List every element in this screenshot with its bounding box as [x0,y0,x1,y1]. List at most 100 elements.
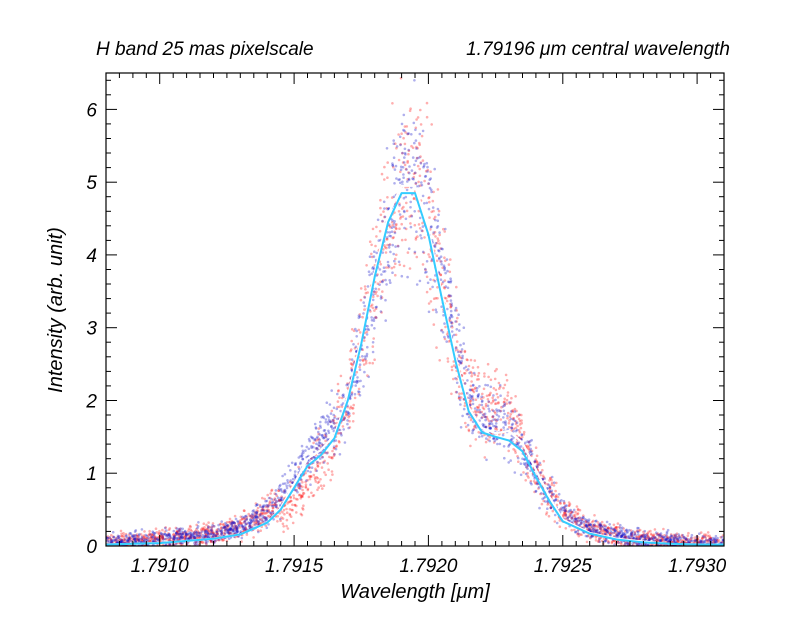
scatter-point [109,537,113,541]
scatter-point [713,541,717,544]
scatter-point [236,519,239,523]
scatter-point [646,532,649,536]
scatter-point [419,184,422,187]
scatter-point [362,339,366,342]
scatter-point [259,529,263,532]
scatter-point [195,527,198,531]
scatter-point [428,216,431,219]
scatter-point [236,527,239,530]
scatter-point [462,372,466,375]
scatter-point [549,506,552,509]
scatter-point [336,382,340,386]
scatter-point [440,329,443,332]
scatter-point [485,394,489,398]
scatter-point [388,231,392,234]
scatter-point [259,513,263,516]
scatter-point [564,509,568,512]
scatter-point [562,513,565,517]
scatter-point [349,362,353,365]
scatter-point [475,426,478,429]
scatter-point [638,537,641,540]
scatter-point [321,461,325,464]
scatter-point [458,329,461,332]
scatter-point [533,460,537,464]
scatter-point [433,245,437,249]
scatter-point [601,526,604,529]
scatter-point [625,528,628,532]
scatter-point [300,478,303,482]
scatter-point [348,358,352,361]
scatter-point [353,347,357,350]
scatter-point [588,527,591,531]
scatter-point [188,535,191,539]
scatter-point [255,519,259,522]
scatter-point [445,340,449,343]
scatter-point [607,527,610,530]
scatter-point [492,394,495,397]
scatter-point [318,433,322,436]
scatter-point [301,508,305,511]
scatter-point [471,394,474,398]
scatter-point [291,477,295,481]
scatter-point [310,444,313,448]
scatter-point [415,255,419,259]
scatter-point [463,372,467,375]
scatter-point [607,526,610,529]
y-tick-label: 0 [86,537,97,558]
scatter-point [279,519,282,522]
scatter-point [443,335,446,339]
scatter-point [540,492,543,495]
scatter-point [541,474,545,478]
scatter-point [385,283,388,286]
scatter-point [439,273,443,277]
scatter-point [285,507,288,511]
scatter-point [475,378,479,381]
scatter-point [427,310,431,314]
scatter-point [189,525,192,529]
scatter-point [238,519,242,522]
scatter-point [212,524,215,528]
scatter-point [559,507,562,511]
scatter-point [276,514,280,518]
scatter-point [374,315,377,319]
scatter-point [685,537,689,541]
scatter-point [394,257,397,261]
scatter-point [164,534,168,538]
scatter-point [200,528,203,531]
scatter-point [427,253,430,256]
scatter-point [496,396,500,399]
scatter-point [111,535,115,538]
scatter-point [690,536,693,540]
scatter-point [415,156,419,160]
scatter-point [469,384,473,388]
scatter-point [288,500,292,504]
scatter-point [491,415,495,418]
scatter-point [605,530,608,533]
scatter-point [376,273,379,276]
scatter-point [607,532,611,535]
scatter-point [522,433,526,436]
scatter-point [655,538,659,541]
scatter-point [460,361,463,365]
scatter-point [256,506,260,510]
scatter-point [559,501,562,505]
scatter-point [351,407,355,410]
scatter-point [409,200,413,204]
scatter-point [526,471,529,475]
scatter-point [204,528,207,532]
scatter-point [419,123,423,126]
scatter-point [405,188,409,192]
scatter-point [672,538,676,541]
scatter-point [535,460,538,463]
scatter-point [693,540,697,543]
scatter-point [539,471,542,475]
scatter-point [410,144,413,148]
scatter-point [299,487,302,490]
scatter-point [206,527,209,531]
scatter-point [338,405,341,409]
scatter-point [205,533,208,536]
scatter-point [158,529,161,533]
scatter-point [402,264,406,268]
scatter-point [394,273,397,277]
scatter-point [153,531,157,535]
